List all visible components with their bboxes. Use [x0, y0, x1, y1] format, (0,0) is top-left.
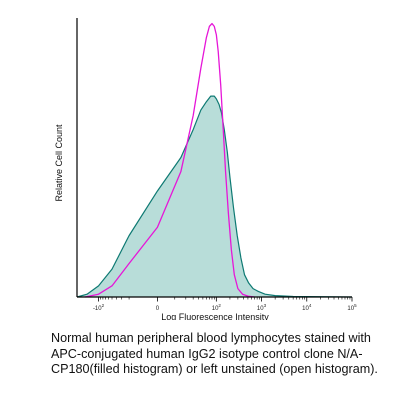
y-axis-label: Relative Cell Count: [54, 124, 64, 202]
x-tick-label: 102: [212, 303, 222, 312]
figure-caption: Normal human peripheral blood lymphocyte…: [51, 331, 378, 377]
series-filled-histogram-fill: [77, 96, 352, 298]
x-tick-label: 104: [302, 303, 312, 312]
series-open-histogram-line: [84, 22, 255, 298]
plot-area: [76, 22, 353, 298]
x-tick-label: 0: [156, 306, 160, 312]
histogram-chart: -102 0 102 103 104 105 Log Fluorescence Inten…: [54, 18, 357, 320]
series-filled-histogram-line: [76, 95, 353, 298]
x-axis-label: Log Fluorescence Intensity: [161, 312, 269, 320]
x-tick-label: 103: [257, 303, 267, 312]
x-axis-ticks: -102 0 102 103 104 105: [93, 297, 357, 312]
x-tick-label: 105: [347, 303, 357, 312]
x-tick-label: -102: [93, 303, 105, 312]
